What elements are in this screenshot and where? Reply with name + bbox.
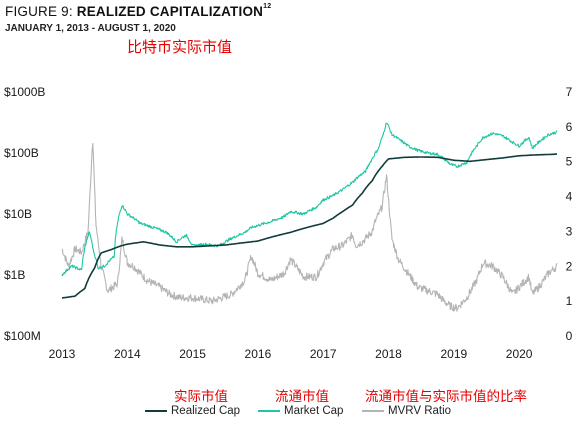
y-right-tick-label: 1 xyxy=(566,294,573,308)
x-tick-label: 2017 xyxy=(310,347,337,361)
annotation-market: 流通市值 xyxy=(275,389,329,405)
y-left-tick-label: $1B xyxy=(4,268,25,282)
legend-swatch-realized xyxy=(145,410,167,412)
annotation-realized: 实际市值 xyxy=(174,389,228,405)
series-line-realized-cap xyxy=(61,153,558,299)
x-tick-label: 2015 xyxy=(179,347,206,361)
legend-item-realized: Realized Cap xyxy=(145,405,240,417)
x-tick-label: 2016 xyxy=(245,347,272,361)
title-prefix: FIGURE 9: xyxy=(5,4,77,19)
y-right-tick-label: 3 xyxy=(566,224,573,238)
y-right-tick-label: 7 xyxy=(566,85,573,99)
y-right-tick-label: 0 xyxy=(566,329,573,343)
annotation-mvrv: 流通市值与实际市值的比率 xyxy=(365,389,527,405)
annotation-top: 比特币实际市值 xyxy=(127,38,233,56)
y-right-tick-label: 6 xyxy=(566,120,573,134)
chart-subtitle: JANUARY 1, 2013 - AUGUST 1, 2020 xyxy=(5,23,176,34)
chart-title: FIGURE 9: REALIZED CAPITALIZATION12 xyxy=(5,3,272,19)
y-right-tick-label: 2 xyxy=(566,259,573,273)
legend-swatch-mvrv xyxy=(362,410,384,412)
x-tick-label: 2014 xyxy=(114,347,141,361)
x-tick-label: 2013 xyxy=(49,347,76,361)
series-line-market-cap xyxy=(61,122,558,277)
y-right-tick-label: 4 xyxy=(566,190,573,204)
y-right-tick-label: 5 xyxy=(566,155,573,169)
x-tick-label: 2020 xyxy=(506,347,533,361)
legend-label-market: Market Cap xyxy=(284,405,344,417)
y-left-tick-label: $1000B xyxy=(4,85,45,99)
legend-item-mvrv: MVRV Ratio xyxy=(362,405,451,417)
title-footnote: 12 xyxy=(263,3,272,10)
legend-swatch-market xyxy=(258,410,280,412)
y-left-tick-label: $100M xyxy=(4,329,41,343)
legend-label-realized: Realized Cap xyxy=(171,405,241,417)
y-left-tick-label: $100B xyxy=(4,146,39,160)
x-tick-label: 2018 xyxy=(375,347,402,361)
x-tick-label: 2019 xyxy=(440,347,467,361)
series-line-mvrv-ratio xyxy=(61,143,558,312)
legend-label-mvrv: MVRV Ratio xyxy=(388,405,452,417)
title-main: REALIZED CAPITALIZATION xyxy=(76,4,264,19)
legend-item-market: Market Cap xyxy=(258,405,343,417)
y-left-tick-label: $10B xyxy=(4,207,32,221)
